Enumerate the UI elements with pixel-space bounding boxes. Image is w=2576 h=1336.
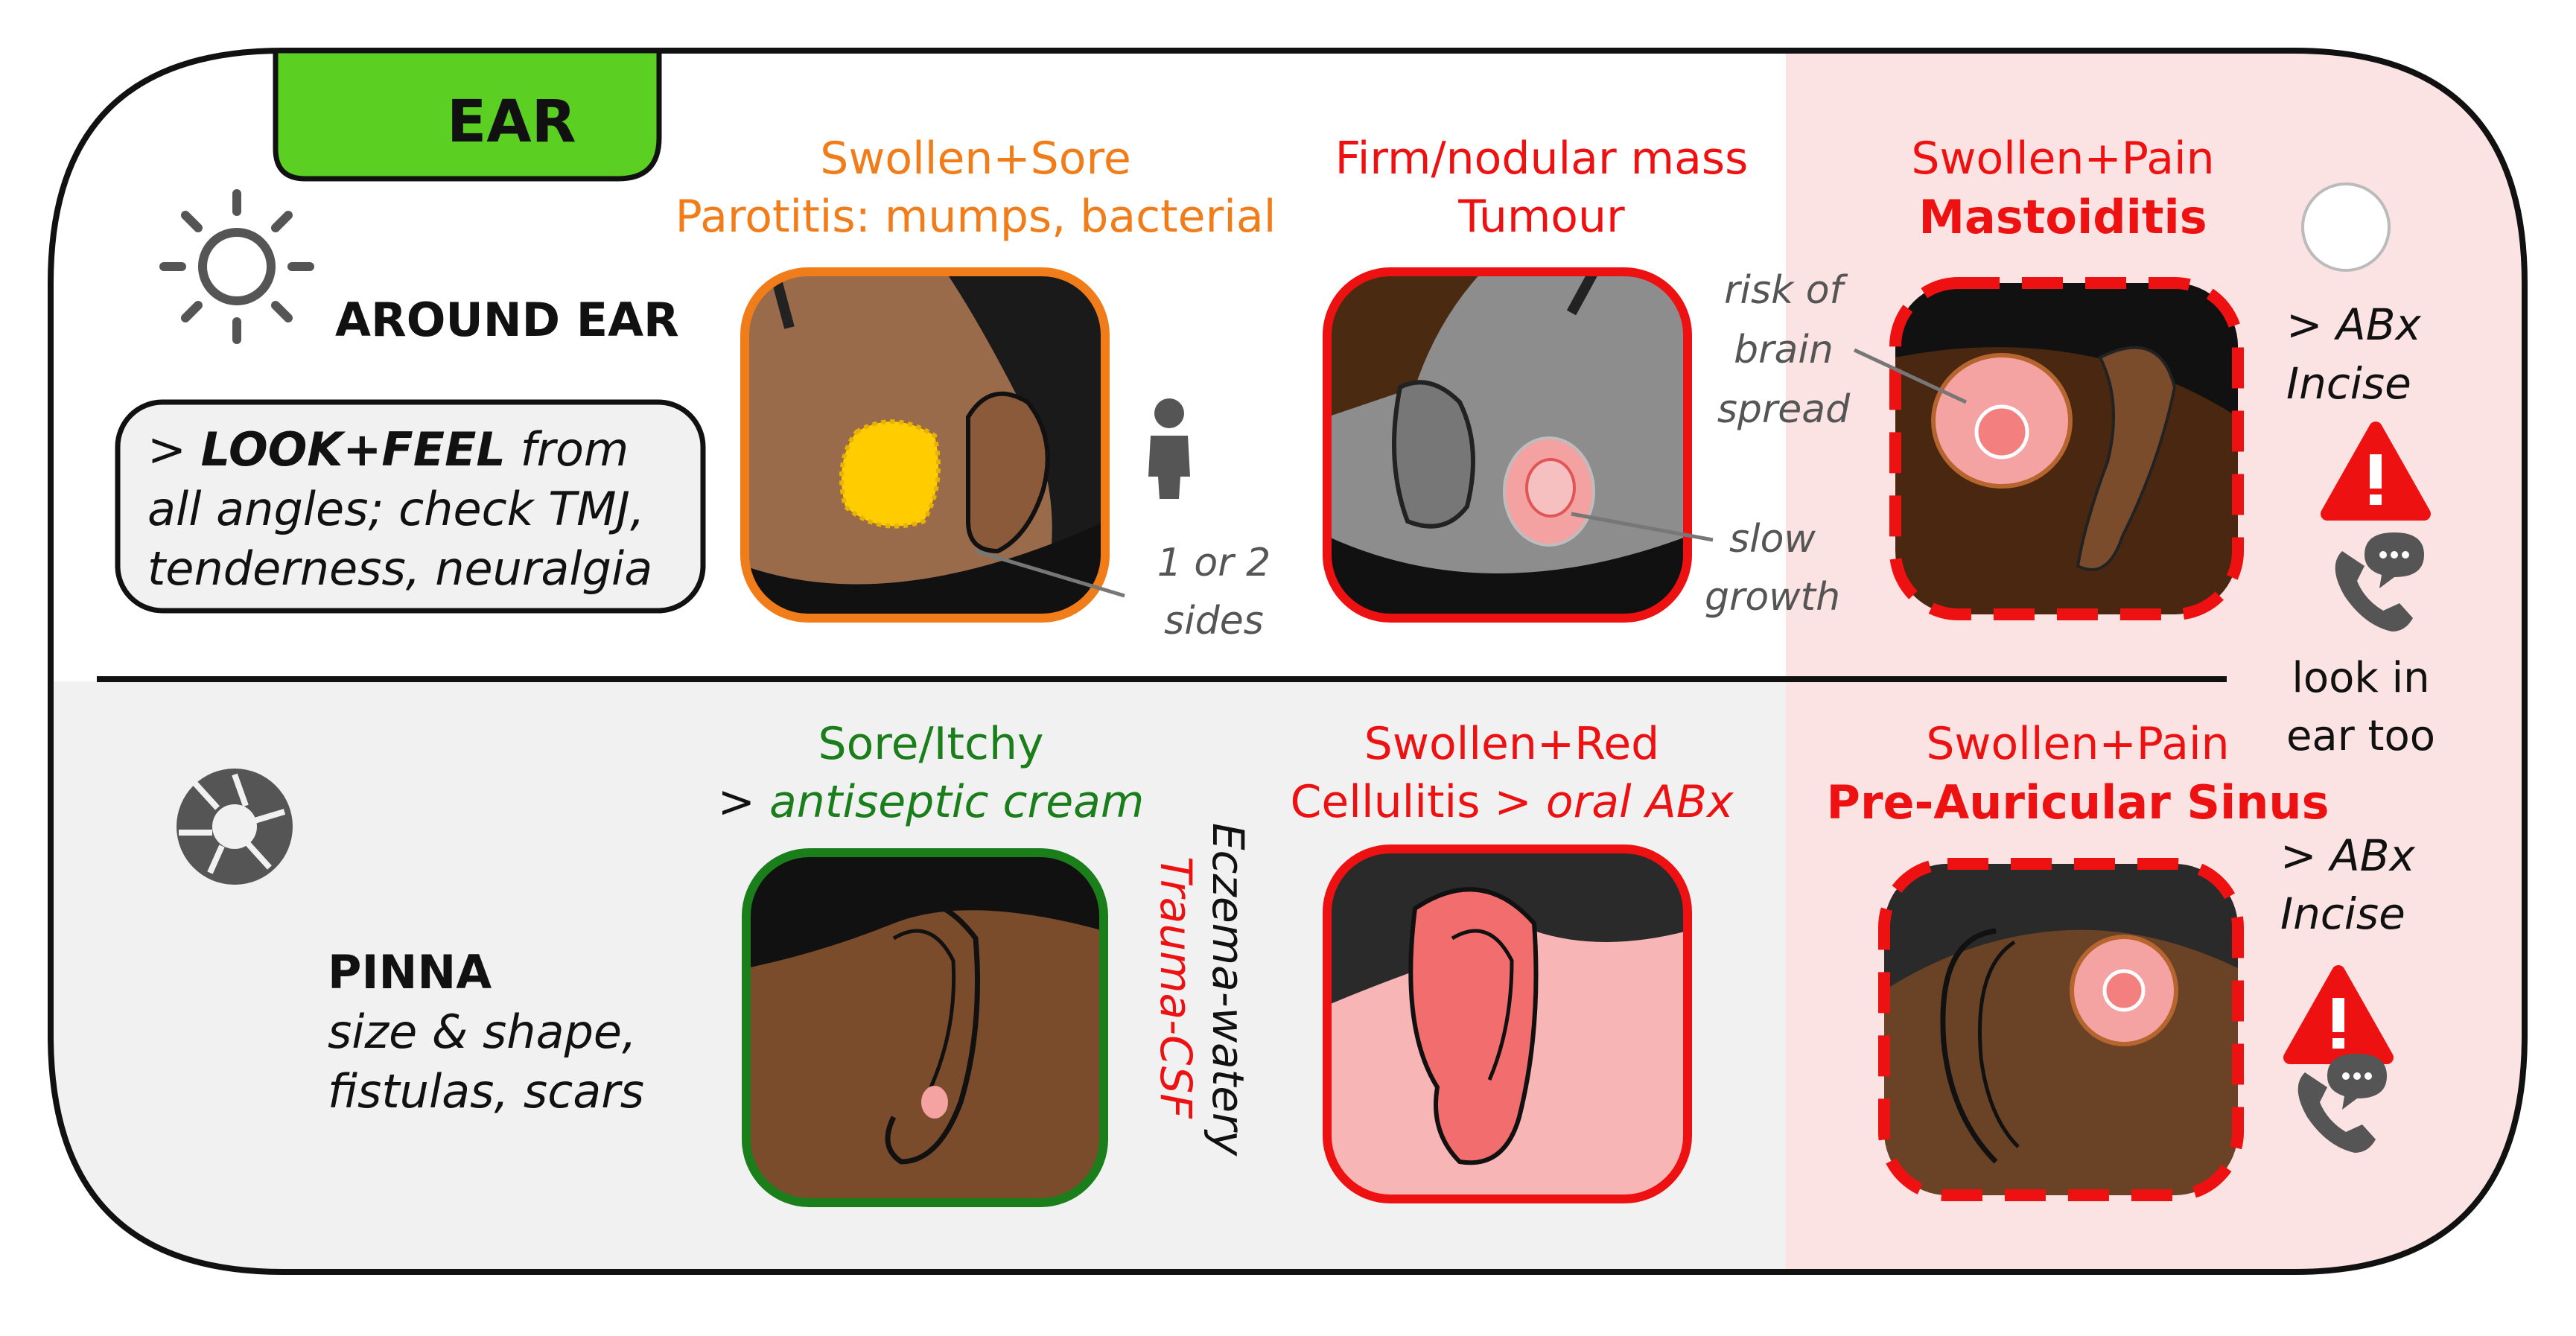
mastoiditis-pointer <box>1853 348 1968 404</box>
cellulitis-illustration <box>1323 844 1692 1203</box>
mastoiditis-note-1: risk of <box>1724 268 1843 313</box>
tumour-subtitle: Tumour <box>1458 191 1625 243</box>
side-note-2: ear too <box>2286 712 2436 760</box>
mastoiditis-subtitle: Mastoiditis <box>1918 190 2207 244</box>
advice-line-1: > LOOK+FEEL from <box>147 424 629 475</box>
mastoiditis-action-1: > ABx <box>2286 299 2421 350</box>
mastoiditis-title: Swollen+Pain <box>1911 133 2215 185</box>
eczema-title: Sore/Itchy <box>818 718 1044 770</box>
tumour-pointer <box>1571 512 1714 542</box>
warning-icon <box>2321 422 2431 521</box>
advice-bold: LOOK+FEEL <box>200 422 506 477</box>
advice-box <box>115 399 706 614</box>
sinus-illustration <box>1878 858 2244 1201</box>
card-border <box>48 48 2528 1275</box>
blank-circle-icon <box>2301 182 2391 272</box>
advice-rest: from <box>520 422 629 477</box>
advice-line-2: all angles; check TMJ, <box>147 482 645 536</box>
sinus-action-1: > ABx <box>2280 830 2415 881</box>
eczema-action-text: antiseptic cream <box>769 776 1145 828</box>
sinus-title: Swollen+Pain <box>1926 718 2230 770</box>
mastoiditis-action-2: Incise <box>2286 358 2411 409</box>
side-note-1: look in <box>2292 654 2430 702</box>
around-ear-heading: AROUND EAR <box>335 293 679 347</box>
advice-line-3: tenderness, neuralgia <box>147 541 653 596</box>
eczema-vertical-2: Trauma-CSF <box>1151 856 1201 1119</box>
phone-chat-icon <box>2297 1054 2387 1153</box>
mastoiditis-note-2: brain <box>1734 328 1834 372</box>
advice-prefix: > <box>147 422 186 477</box>
phone-chat-icon <box>2335 532 2424 632</box>
pinna-heading: PINNA <box>328 945 492 999</box>
parotitis-note-1: 1 or 2 <box>1157 541 1271 585</box>
tumour-title: Firm/nodular mass <box>1335 133 1749 185</box>
tab-label: EAR <box>447 89 576 156</box>
eczema-vertical-1: Eczema-watery <box>1203 823 1253 1157</box>
person-icon <box>1148 398 1190 499</box>
parotitis-illustration <box>740 267 1110 623</box>
eczema-illustration <box>742 848 1108 1207</box>
mastoiditis-illustration <box>1889 277 2244 620</box>
sun-icon <box>159 189 314 344</box>
mastoiditis-note-3: spread <box>1717 387 1851 432</box>
sinus-action-2: Incise <box>2280 888 2405 939</box>
parotitis-note-2: sides <box>1164 599 1264 643</box>
parotitis-title: Swollen+Sore <box>820 133 1131 185</box>
tumour-illustration <box>1323 267 1692 623</box>
tumour-note-2: growth <box>1704 575 1841 620</box>
sinus-subtitle: Pre-Auricular Sinus <box>1826 775 2329 830</box>
tumour-note-1: slow <box>1729 517 1816 562</box>
parotitis-pointer <box>975 549 1125 598</box>
pinna-desc-2: fistulas, scars <box>328 1064 645 1119</box>
cellulitis-subtitle-prefix: Cellulitis > <box>1290 776 1532 828</box>
pinna-desc-1: size & shape, <box>328 1005 637 1059</box>
cellulitis-subtitle-action: oral ABx <box>1545 776 1734 828</box>
eczema-action: > antiseptic cream <box>626 777 1236 827</box>
camera-shutter-icon <box>176 769 293 885</box>
eczema-action-prefix: > <box>717 776 755 828</box>
ear-tab <box>273 48 662 182</box>
cellulitis-subtitle: Cellulitis > oral ABx <box>1236 777 1787 827</box>
cellulitis-title: Swollen+Red <box>1364 718 1660 770</box>
parotitis-subtitle: Parotitis: mumps, bacterial <box>675 191 1276 243</box>
